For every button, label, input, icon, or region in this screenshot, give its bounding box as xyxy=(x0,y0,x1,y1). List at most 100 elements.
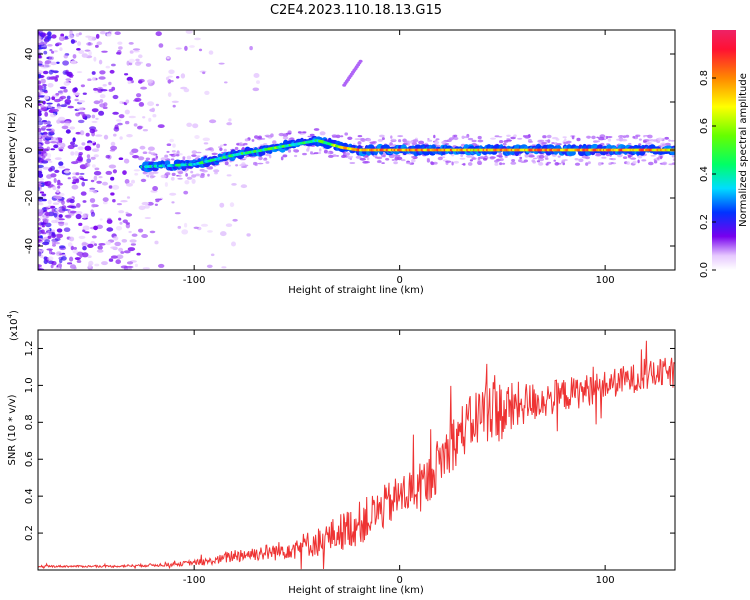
noise-speck xyxy=(69,236,75,242)
noise-speck xyxy=(76,203,81,208)
colorbar-tick-label: 0.6 xyxy=(699,118,710,134)
noise-speck xyxy=(136,93,142,98)
ridge-halo xyxy=(531,159,535,163)
ridge-halo xyxy=(171,172,176,176)
ridge-halo xyxy=(290,137,294,139)
ridge-halo xyxy=(201,169,208,173)
noise-speck xyxy=(127,247,136,252)
snr-x-axis-title: Height of straight line (km) xyxy=(288,585,424,596)
noise-speck xyxy=(98,243,106,246)
noise-speck xyxy=(63,80,70,86)
noise-speck xyxy=(52,186,57,191)
colorbar-tick-label: 0.2 xyxy=(699,214,710,230)
ridge-halo xyxy=(313,152,319,155)
noise-speck xyxy=(61,200,65,206)
ridge-halo xyxy=(405,162,412,165)
noise-speck xyxy=(99,218,103,221)
noise-speck xyxy=(112,94,119,100)
x-tick-label: -100 xyxy=(183,275,206,286)
noise-speck xyxy=(38,143,42,148)
noise-speck xyxy=(98,76,106,80)
ridge-halo xyxy=(166,150,170,153)
noise-speck xyxy=(50,264,54,269)
noise-speck xyxy=(101,261,108,266)
y-tick-label: 40 xyxy=(24,48,35,61)
ridge-halo xyxy=(169,153,175,156)
noise-speck xyxy=(70,245,74,251)
noise-speck xyxy=(200,223,209,227)
colorbar-ticks: 0.0 0.2 0.4 0.6 0.8 xyxy=(699,70,716,278)
noise-speck xyxy=(38,127,42,133)
noise-speck xyxy=(130,243,136,246)
noise-speck xyxy=(131,148,139,154)
noise-speck xyxy=(89,198,96,203)
noise-speck xyxy=(105,170,113,175)
noise-speck xyxy=(64,222,69,226)
noise-speck xyxy=(192,123,199,129)
noise-speck xyxy=(51,137,59,142)
ridge-halo xyxy=(453,160,459,164)
noise-speck xyxy=(180,73,186,79)
noise-speck xyxy=(51,96,56,101)
ridge-halo xyxy=(545,139,549,142)
noise-speck xyxy=(38,74,42,78)
ridge-outer xyxy=(151,167,159,172)
noise-speck xyxy=(58,192,65,197)
noise-speck xyxy=(109,69,115,74)
ridge-halo xyxy=(381,162,385,164)
noise-speck xyxy=(219,202,225,208)
noise-speck xyxy=(94,167,100,171)
ridge-halo xyxy=(528,154,535,158)
noise-speck xyxy=(50,130,54,134)
spectrogram-panel: -100 0 100 40 20 0 -20 -40 Height of straight l… xyxy=(7,29,676,296)
noise-speck xyxy=(50,61,57,66)
noise-speck xyxy=(96,41,103,46)
noise-speck xyxy=(110,176,115,181)
noise-speck xyxy=(129,50,134,54)
snr-multiplier: (x104) xyxy=(6,310,20,341)
noise-speck xyxy=(80,191,87,196)
ridge-halo xyxy=(145,157,151,161)
ridge-halo xyxy=(598,136,605,141)
noise-speck xyxy=(79,253,83,258)
noise-speck xyxy=(105,65,111,69)
noise-speck xyxy=(51,252,56,255)
ridge-halo xyxy=(518,159,523,162)
noise-speck xyxy=(58,90,64,95)
noise-speck xyxy=(86,154,91,159)
noise-speck xyxy=(38,103,42,106)
noise-speck xyxy=(49,49,53,52)
ridge-halo xyxy=(155,155,158,159)
noise-speck xyxy=(54,169,60,173)
noise-speck xyxy=(81,53,89,58)
noise-speck xyxy=(58,165,66,169)
noise-speck xyxy=(124,73,129,76)
noise-speck xyxy=(42,152,48,157)
noise-speck xyxy=(116,119,122,122)
noise-speck xyxy=(51,229,55,233)
noise-speck xyxy=(41,33,46,37)
noise-speck xyxy=(256,80,260,84)
noise-speck xyxy=(202,137,210,142)
ridge-halo xyxy=(482,157,488,161)
ridge-halo xyxy=(618,135,624,138)
ridge-halo xyxy=(557,155,561,158)
colorbar: 0.0 0.2 0.4 0.6 0.8 Normalized spectral ampl… xyxy=(699,30,749,278)
noise-speck xyxy=(105,154,111,159)
noise-speck xyxy=(91,108,99,113)
ridge-halo xyxy=(622,156,628,160)
noise-speck xyxy=(128,230,132,234)
ridge-halo xyxy=(499,158,504,162)
noise-speck xyxy=(118,217,122,221)
noise-speck xyxy=(46,153,52,159)
noise-speck xyxy=(76,107,84,111)
noise-speck xyxy=(240,184,248,189)
noise-speck xyxy=(42,125,47,129)
noise-speck xyxy=(132,155,139,159)
noise-speck xyxy=(119,136,123,140)
noise-speck xyxy=(134,263,138,268)
ridge-halo xyxy=(366,157,370,161)
noise-speck xyxy=(142,116,146,119)
ridge-halo xyxy=(517,137,523,140)
noise-speck xyxy=(43,50,48,55)
